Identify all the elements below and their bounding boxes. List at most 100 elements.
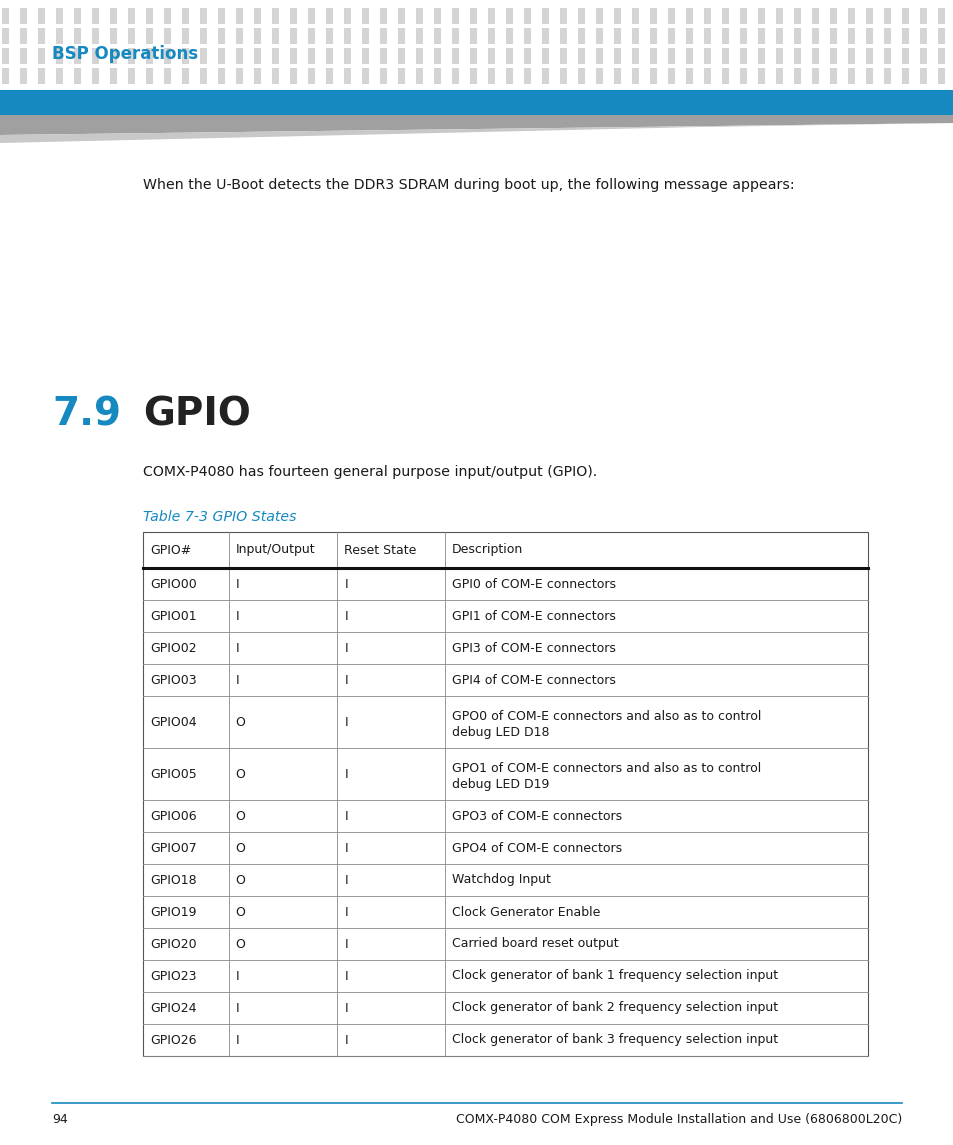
Bar — [541, 48, 548, 64]
Text: GPIO23: GPIO23 — [150, 970, 196, 982]
Bar — [253, 68, 261, 84]
Bar — [218, 27, 225, 44]
Bar — [272, 68, 278, 84]
Text: 7.9: 7.9 — [52, 395, 121, 433]
Bar — [20, 48, 27, 64]
Bar — [775, 8, 782, 24]
Text: GPIO03: GPIO03 — [150, 673, 196, 687]
Text: GPIO01: GPIO01 — [150, 609, 196, 623]
Bar — [110, 27, 117, 44]
Bar — [200, 68, 207, 84]
Text: I: I — [344, 874, 348, 886]
Bar — [218, 8, 225, 24]
Bar — [488, 8, 495, 24]
Bar — [793, 27, 801, 44]
Bar — [38, 48, 45, 64]
Bar — [667, 48, 675, 64]
Bar — [56, 68, 63, 84]
Bar — [74, 8, 81, 24]
Text: GPIO20: GPIO20 — [150, 938, 196, 950]
Text: O: O — [235, 767, 245, 781]
Text: I: I — [344, 906, 348, 918]
Bar — [253, 48, 261, 64]
Bar — [505, 68, 513, 84]
Bar — [559, 68, 566, 84]
Bar — [740, 68, 746, 84]
Bar — [434, 27, 440, 44]
Text: I: I — [344, 810, 348, 822]
Text: Carried board reset output: Carried board reset output — [451, 938, 618, 950]
Text: GPIO: GPIO — [143, 395, 251, 433]
Bar — [200, 27, 207, 44]
Bar — [397, 27, 405, 44]
Text: I: I — [235, 970, 239, 982]
Bar — [865, 48, 872, 64]
Text: GPIO02: GPIO02 — [150, 641, 196, 655]
Bar — [326, 8, 333, 24]
Text: GPO4 of COM-E connectors: GPO4 of COM-E connectors — [451, 842, 621, 854]
Bar — [397, 8, 405, 24]
Bar — [110, 68, 117, 84]
Text: debug LED D18: debug LED D18 — [451, 726, 549, 739]
Bar — [614, 27, 620, 44]
Text: debug LED D19: debug LED D19 — [451, 777, 548, 791]
Text: GPI3 of COM-E connectors: GPI3 of COM-E connectors — [451, 641, 615, 655]
Bar — [361, 48, 369, 64]
Text: GPO1 of COM-E connectors and also as to control: GPO1 of COM-E connectors and also as to … — [451, 763, 760, 775]
Bar — [235, 48, 243, 64]
Bar — [452, 68, 458, 84]
Bar — [919, 48, 926, 64]
Bar — [596, 27, 602, 44]
Bar — [667, 68, 675, 84]
Bar — [721, 68, 728, 84]
Bar — [74, 27, 81, 44]
Bar — [164, 68, 171, 84]
Bar — [91, 27, 99, 44]
Bar — [361, 27, 369, 44]
Bar — [758, 27, 764, 44]
Bar — [344, 68, 351, 84]
Text: O: O — [235, 874, 245, 886]
Bar — [128, 27, 135, 44]
Bar — [452, 48, 458, 64]
Bar — [164, 27, 171, 44]
Bar — [416, 27, 422, 44]
Bar — [253, 27, 261, 44]
Text: Clock generator of bank 1 frequency selection input: Clock generator of bank 1 frequency sele… — [451, 970, 777, 982]
Text: O: O — [235, 906, 245, 918]
Bar — [649, 27, 657, 44]
Bar — [758, 68, 764, 84]
Text: GPIO26: GPIO26 — [150, 1034, 196, 1047]
Bar — [578, 48, 584, 64]
Bar — [344, 8, 351, 24]
Bar — [865, 8, 872, 24]
Text: I: I — [344, 1034, 348, 1047]
Bar — [146, 27, 152, 44]
Bar — [883, 68, 890, 84]
Bar — [2, 68, 9, 84]
Bar — [218, 48, 225, 64]
Bar — [361, 8, 369, 24]
Bar — [235, 8, 243, 24]
Text: When the U-Boot detects the DDR3 SDRAM during boot up, the following message app: When the U-Boot detects the DDR3 SDRAM d… — [143, 177, 794, 192]
Bar — [290, 48, 296, 64]
Bar — [452, 27, 458, 44]
Text: Watchdog Input: Watchdog Input — [451, 874, 550, 886]
Bar — [434, 68, 440, 84]
Bar — [740, 8, 746, 24]
Bar — [38, 8, 45, 24]
Bar — [541, 68, 548, 84]
Bar — [793, 48, 801, 64]
Bar — [793, 68, 801, 84]
Bar — [488, 27, 495, 44]
Bar — [811, 8, 818, 24]
Bar — [631, 48, 639, 64]
Bar — [505, 48, 513, 64]
Text: GPI4 of COM-E connectors: GPI4 of COM-E connectors — [451, 673, 615, 687]
Bar — [793, 8, 801, 24]
Bar — [379, 27, 387, 44]
Bar — [379, 8, 387, 24]
Bar — [182, 48, 189, 64]
Bar — [91, 8, 99, 24]
Bar — [847, 48, 854, 64]
